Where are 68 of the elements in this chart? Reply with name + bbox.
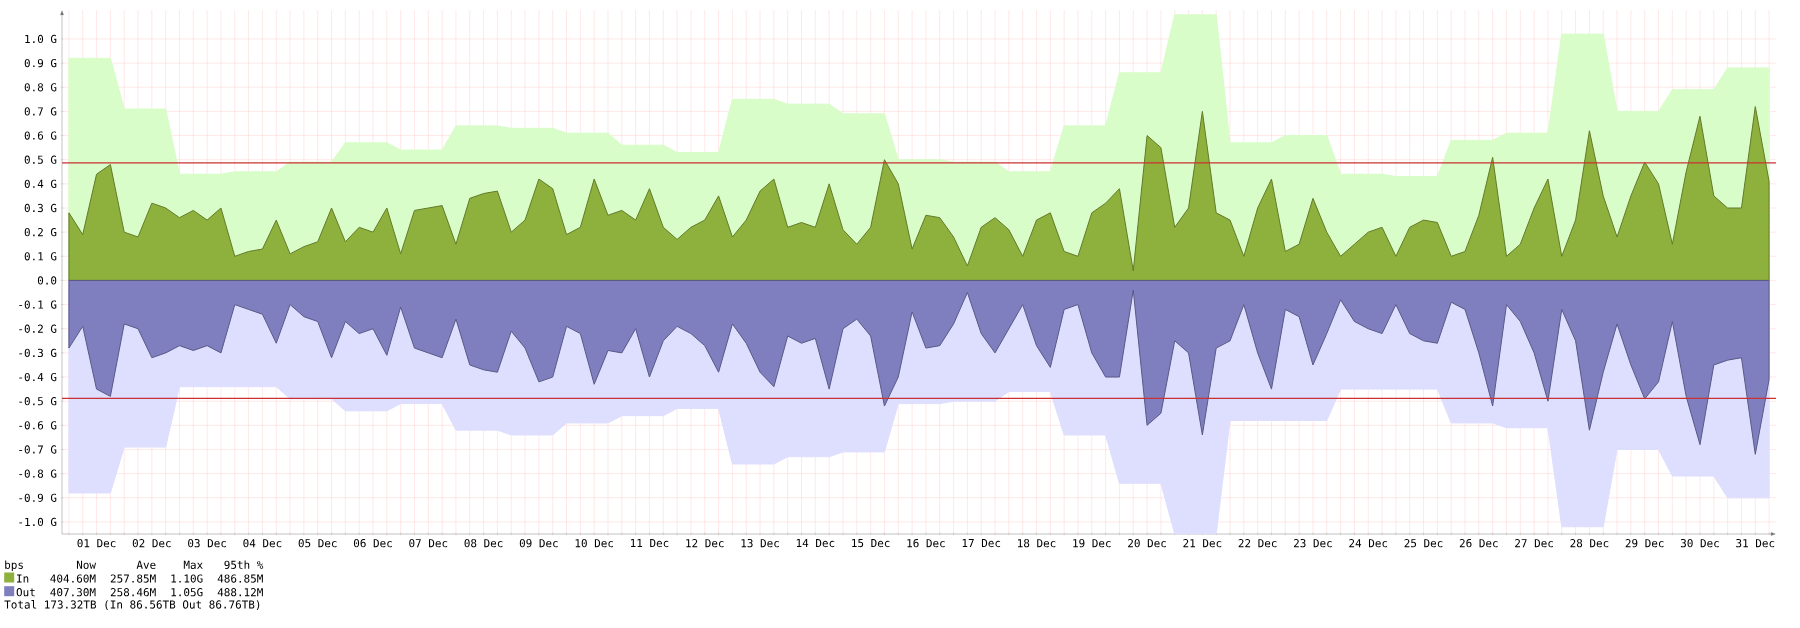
x-tick-label: 26 Dec — [1459, 539, 1498, 548]
x-tick-label: 09 Dec — [519, 539, 558, 548]
x-tick-label: 05 Dec — [298, 539, 337, 548]
y-tick-label: -0.3 G — [19, 348, 57, 358]
y-tick-label: -0.6 G — [19, 421, 57, 430]
x-tick-label: 03 Dec — [188, 539, 226, 548]
text: 1.05G — [171, 588, 203, 597]
x-tick-label: 12 Dec — [686, 539, 724, 548]
x-tick-label: 08 Dec — [464, 539, 503, 548]
y-tick-label: -0.8 G — [19, 469, 57, 478]
x-tick-label: 22 Dec — [1238, 539, 1277, 548]
x-tick-label: 18 Dec — [1018, 539, 1056, 548]
x-tick-label: 30 Dec — [1680, 539, 1719, 548]
x-tick-label: 07 Dec — [409, 539, 448, 548]
text: 95th % — [224, 560, 264, 569]
x-tick-label: 24 Dec — [1349, 539, 1388, 548]
x-tick-label: 29 Dec — [1625, 539, 1664, 548]
y-tick-label: 0.0 — [37, 276, 57, 285]
y-tick-label: -0.4 G — [19, 372, 57, 382]
x-tick-label: 17 Dec — [962, 539, 1001, 548]
y-tick-label: 0.4 G — [24, 179, 57, 188]
x-tick-label: 20 Dec — [1128, 539, 1166, 548]
y-tick-label: -1.0 G — [19, 517, 57, 527]
legend-label: In — [17, 574, 29, 583]
x-tick-label: 15 Dec — [852, 539, 890, 548]
text: Total 173.32TB (In 86.56TB Out 86.76TB) — [4, 600, 260, 610]
y-tick-label: 0.3 G — [24, 203, 57, 213]
y-tick-label: -0.1 G — [19, 300, 57, 309]
y-tick-label: 0.1 G — [24, 252, 57, 261]
y-tick-label: 0.5 G — [24, 155, 57, 164]
y-tick-label: 0.7 G — [24, 107, 57, 116]
x-tick-label: 06 Dec — [353, 539, 392, 548]
y-tick-label: 0.8 G — [24, 83, 57, 92]
x-tick-label: 19 Dec — [1073, 539, 1111, 548]
y-tick-label: -0.9 G — [19, 493, 57, 502]
y-tick-label: 0.2 G — [24, 228, 57, 237]
text: 1.10G — [171, 574, 203, 583]
x-tick-label: 21 Dec — [1183, 539, 1222, 548]
x-tick-label: 11 Dec — [630, 539, 669, 548]
text: Ave — [136, 560, 156, 569]
text: bps — [5, 560, 23, 572]
text: 257.85M — [110, 574, 156, 583]
text: 404.60M — [50, 574, 96, 583]
legend-label: Out — [16, 588, 35, 597]
y-tick-label: 0.6 G — [24, 131, 57, 140]
y-tick-label: -0.2 G — [19, 324, 57, 333]
x-tick-label: 23 Dec — [1293, 539, 1332, 548]
x-tick-label: 10 Dec — [575, 539, 614, 548]
text: 486.85M — [217, 574, 263, 583]
x-tick-label: 16 Dec — [907, 539, 945, 548]
x-tick-label: 27 Dec — [1515, 539, 1553, 548]
y-tick-label: -0.5 G — [19, 397, 57, 406]
y-tick-label: 1.0 G — [25, 34, 57, 44]
x-tick-label: 01 Dec — [77, 539, 116, 548]
x-tick-label: 02 Dec — [132, 539, 171, 548]
text: 258.46M — [110, 588, 156, 597]
x-tick-label: 25 Dec — [1404, 539, 1443, 548]
y-tick-label: -0.7 G — [19, 445, 57, 454]
text: 407.30M — [50, 588, 96, 597]
x-tick-label: 28 Dec — [1570, 539, 1609, 548]
text: Now — [76, 560, 96, 569]
x-tick-label: 13 Dec — [741, 539, 779, 548]
y-tick-label: 0.9 G — [24, 58, 57, 68]
text: Max — [183, 560, 203, 569]
text: 488.12M — [217, 588, 263, 597]
x-tick-label: 14 Dec — [796, 539, 835, 548]
x-tick-label: 04 Dec — [243, 539, 282, 548]
x-tick-label: 31 Dec — [1736, 539, 1775, 548]
